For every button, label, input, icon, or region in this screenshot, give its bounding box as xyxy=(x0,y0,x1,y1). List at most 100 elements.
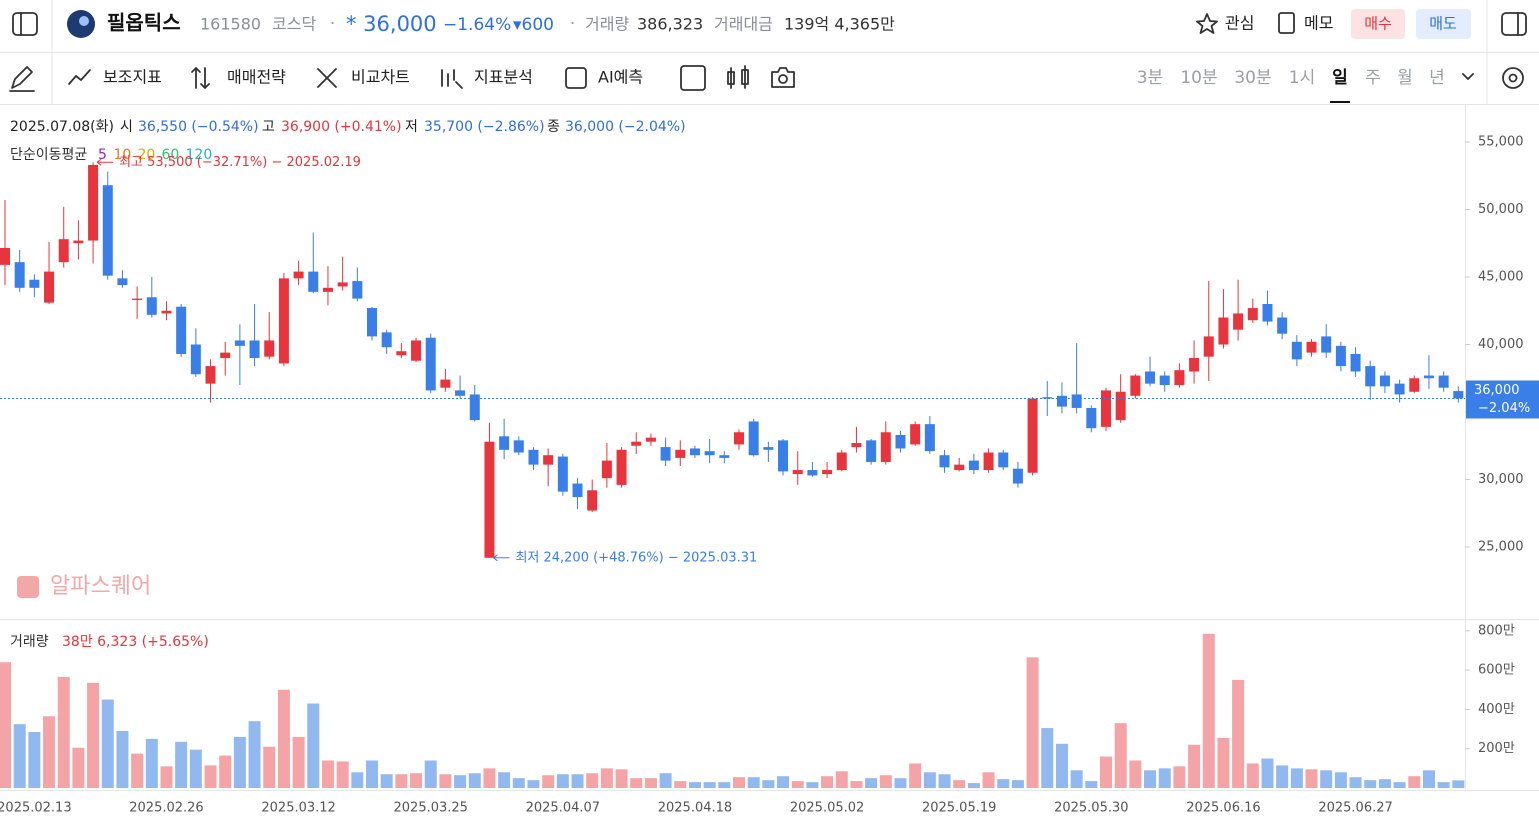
candle-body xyxy=(1306,341,1317,353)
volume-title: 거래량 xyxy=(10,634,49,650)
volume-label: 거래량 xyxy=(585,15,629,34)
tool-button[interactable]: 보조지표 xyxy=(103,68,162,87)
volume-bar xyxy=(879,775,892,788)
volume-bar xyxy=(733,777,745,788)
y-tick-label: 25,000 xyxy=(1478,540,1524,555)
volume-bar xyxy=(57,676,70,788)
ohlc-info: 36,550 (−0.54%) xyxy=(138,119,259,135)
memo-button[interactable]: 메모 xyxy=(1304,14,1333,33)
volume-bar xyxy=(424,760,437,788)
volume-bar xyxy=(1393,782,1406,788)
candle-body xyxy=(58,239,69,263)
buy-button[interactable] xyxy=(1351,9,1405,39)
candle-body xyxy=(543,455,554,465)
volume-tick-label: 600만 xyxy=(1478,663,1515,678)
period-button[interactable]: 일 xyxy=(1332,68,1348,88)
dot: · xyxy=(570,14,575,33)
candle-body xyxy=(924,424,935,452)
volume-bar xyxy=(1290,768,1303,788)
candle-body xyxy=(866,440,877,462)
price-tag-label: 36,000 xyxy=(1474,383,1520,398)
x-tick-label: 2025.03.25 xyxy=(394,801,468,816)
memo-icon[interactable] xyxy=(1278,12,1295,34)
screenshot-button[interactable] xyxy=(771,67,795,88)
change-rate: −1.64% xyxy=(443,15,511,35)
candle-body xyxy=(1277,317,1288,334)
x-tick-label: 2025.04.07 xyxy=(526,801,600,816)
candle-body xyxy=(983,452,994,471)
candle-body xyxy=(440,379,451,388)
x-tick-label: 2025.05.02 xyxy=(790,801,864,816)
layout-button[interactable] xyxy=(680,65,706,91)
volume-bar xyxy=(131,753,144,788)
panel-toggle[interactable] xyxy=(1501,12,1527,36)
volume-bar xyxy=(1129,760,1142,788)
volume-bar xyxy=(366,760,378,788)
price-tag xyxy=(1466,380,1539,419)
dot: · xyxy=(330,14,335,33)
buy-label[interactable]: 매수 xyxy=(1364,15,1392,33)
tool-button[interactable]: 지표분석 xyxy=(474,68,533,87)
tool-button[interactable]: 매매전략 xyxy=(227,68,286,87)
y-tick-label: 40,000 xyxy=(1478,337,1524,352)
draw-icon[interactable] xyxy=(9,66,35,92)
tool-button[interactable]: AI예측 xyxy=(598,68,643,87)
volume-bar xyxy=(454,775,467,788)
volume-bar xyxy=(1334,772,1347,788)
volume-bar xyxy=(688,782,701,788)
ohlc-info: 35,700 (−2.86%) xyxy=(424,119,545,135)
volume-bar xyxy=(277,689,290,788)
volume-bar xyxy=(0,662,11,788)
period-button[interactable]: 월 xyxy=(1397,68,1413,88)
candle-body xyxy=(1409,378,1420,392)
tool-button[interactable]: 비교차트 xyxy=(351,68,410,87)
candle-body xyxy=(249,340,260,359)
volume-bar xyxy=(498,772,511,788)
candle-body xyxy=(1233,313,1244,330)
period-more[interactable] xyxy=(1462,73,1474,80)
candle-body xyxy=(381,332,392,348)
volume-bar xyxy=(1026,657,1039,788)
period-button[interactable]: 주 xyxy=(1365,68,1381,88)
candle-body xyxy=(1115,391,1126,421)
candle-body xyxy=(117,278,128,286)
volume-bar xyxy=(1070,770,1083,788)
candle-body xyxy=(1130,375,1141,396)
volume-bar xyxy=(512,778,525,788)
volume-bar xyxy=(1437,782,1450,788)
settings-button[interactable] xyxy=(1502,67,1524,89)
candle-body xyxy=(1174,370,1185,386)
volume-bar xyxy=(1232,679,1245,788)
period-button[interactable]: 1시 xyxy=(1289,68,1315,88)
period-button[interactable]: 3분 xyxy=(1137,68,1163,88)
volume-bar xyxy=(1246,763,1259,788)
star-icon[interactable] xyxy=(1196,13,1218,34)
candle-body xyxy=(1262,304,1273,322)
ohlc-info: 고 xyxy=(262,119,275,135)
period-button[interactable]: 10분 xyxy=(1180,68,1217,88)
high-annotation: 최고 53,500 (−32.71%) − 2025.02.19 xyxy=(119,155,361,170)
volume-bar xyxy=(1276,765,1289,788)
volume-bar xyxy=(806,782,819,788)
candle-body xyxy=(719,455,730,458)
y-tick-label: 45,000 xyxy=(1478,270,1524,285)
chart-type-button[interactable] xyxy=(727,65,749,89)
volume-bar xyxy=(1085,781,1098,788)
period-button[interactable]: 30분 xyxy=(1234,68,1271,88)
watch-button[interactable]: 관심 xyxy=(1225,14,1254,33)
volume-bar xyxy=(674,781,687,788)
candle-body xyxy=(954,464,965,471)
period-button[interactable]: 년 xyxy=(1429,68,1445,88)
stock-name: 필옵틱스 xyxy=(107,11,181,35)
icon-part xyxy=(778,74,788,84)
candle-body xyxy=(322,287,333,292)
volume-bar xyxy=(967,783,980,788)
x-tick-label: 2025.05.19 xyxy=(922,801,996,816)
sidebar-toggle[interactable] xyxy=(12,12,38,36)
volume-bar xyxy=(615,769,628,788)
sell-label[interactable]: 매도 xyxy=(1429,15,1457,33)
sell-button[interactable] xyxy=(1416,9,1471,39)
y-tick-label: 55,000 xyxy=(1478,135,1524,150)
candle-body xyxy=(616,449,627,485)
x-tick-label: 2025.06.27 xyxy=(1318,801,1392,816)
